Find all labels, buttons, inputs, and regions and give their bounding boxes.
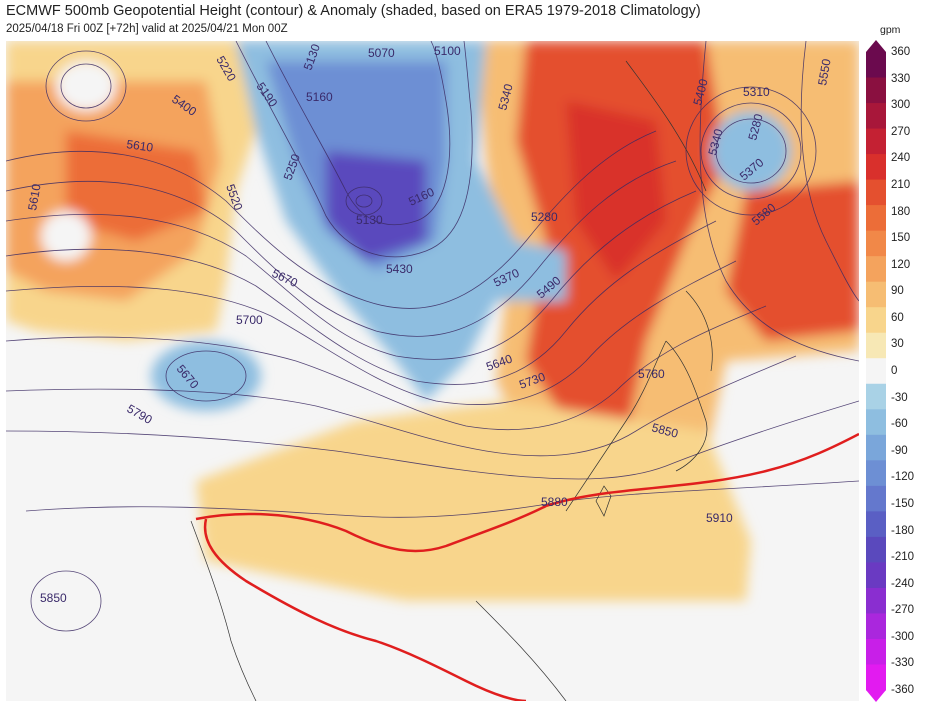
colorbar-top-arrow — [866, 40, 886, 52]
colorbar-tick-label: 270 — [891, 125, 911, 138]
colorbar-segment — [866, 536, 886, 563]
colorbar-segment — [866, 358, 886, 385]
colorbar-segment — [866, 383, 886, 410]
colorbar-tick-label: 210 — [891, 178, 911, 191]
colorbar-segment — [866, 281, 886, 308]
contour-label: 5850 — [40, 591, 67, 605]
colorbar-tick-label: -330 — [891, 657, 915, 670]
colorbar-segment — [866, 434, 886, 461]
contour-label: 5310 — [743, 85, 770, 99]
map-panel: 5070 5100 5130 5160 5220 5190 5400 5340 … — [6, 41, 859, 701]
contour-label: 5880 — [541, 495, 568, 509]
map-svg: 5070 5100 5130 5160 5220 5190 5400 5340 … — [6, 41, 859, 701]
colorbar-tick-label: 120 — [891, 258, 911, 271]
colorbar — [866, 40, 886, 702]
colorbar-segment — [866, 230, 886, 257]
colorbar-tick-label: 360 — [891, 46, 911, 58]
contour-label: 5160 — [306, 90, 333, 104]
colorbar-tick-label: 240 — [891, 152, 911, 165]
colorbar-segment — [866, 562, 886, 589]
contour-label: 5610 — [25, 182, 43, 211]
map-subtitle: 2025/04/18 Fri 00Z [+72h] valid at 2025/… — [6, 23, 288, 35]
colorbar-segment — [866, 205, 886, 232]
contour-label: 5700 — [236, 313, 263, 327]
anomaly-shading — [6, 41, 859, 601]
colorbar-tick-label: 330 — [891, 72, 911, 85]
colorbar-tick-label: 0 — [891, 365, 898, 377]
colorbar-tick-label: -30 — [891, 391, 908, 404]
contour-label: 5760 — [638, 367, 665, 381]
colorbar-segment — [866, 511, 886, 538]
contour-label: 5280 — [531, 210, 558, 224]
colorbar-segment — [866, 485, 886, 512]
cold-anomaly-central-asia — [151, 341, 261, 411]
colorbar-segment — [866, 77, 886, 104]
cold-anomaly-kamchatka — [711, 111, 791, 191]
colorbar-segment — [866, 664, 886, 691]
colorbar-tick-label: -270 — [891, 604, 915, 617]
colorbar-tick-label: -240 — [891, 577, 915, 590]
contour-label: 5430 — [386, 262, 413, 276]
colorbar-segment — [866, 460, 886, 487]
colorbar-tick-label: -300 — [891, 630, 915, 643]
colorbar-segment — [866, 256, 886, 283]
contour-label: 5100 — [434, 44, 461, 58]
cold-anomaly-nw — [56, 61, 116, 111]
colorbar-segment — [866, 307, 886, 334]
contour-label: 5130 — [356, 213, 383, 227]
colorbar-segment — [866, 613, 886, 640]
colorbar-tick-label: -60 — [891, 418, 908, 431]
colorbar-unit: gpm — [880, 24, 901, 36]
contour-label: 5070 — [368, 46, 395, 60]
colorbar-tick-label: 180 — [891, 205, 911, 218]
colorbar-bottom-arrow — [866, 690, 886, 702]
colorbar-segment — [866, 128, 886, 155]
contour-label: 5910 — [706, 511, 733, 525]
contour-label: 5340 — [705, 127, 726, 157]
colorbar-segment — [866, 179, 886, 206]
colorbar-tick-label: -120 — [891, 471, 915, 484]
contour-label: 5790 — [125, 401, 155, 427]
contour-label: 5280 — [745, 112, 766, 142]
colorbar-segment — [866, 409, 886, 436]
colorbar-segment — [866, 154, 886, 181]
neutral-tibet — [41, 211, 91, 261]
colorbar-tick-label: 90 — [891, 285, 904, 298]
ridge-5880 — [195, 432, 859, 701]
colorbar-tick-label: -180 — [891, 524, 915, 537]
colorbar-tick-label: -150 — [891, 497, 915, 510]
contour-label: 5550 — [815, 57, 833, 86]
colorbar-segment — [866, 587, 886, 614]
colorbar-tick-label: 30 — [891, 338, 904, 351]
coastlines — [190, 60, 713, 701]
colorbar-tick-label: -210 — [891, 551, 915, 564]
colorbar-tick-label: -360 — [891, 684, 915, 696]
contour-label: 5400 — [690, 77, 711, 107]
colorbar-segment — [866, 332, 886, 359]
colorbar-segment — [866, 638, 886, 665]
warm-anomaly-ne — [726, 181, 859, 341]
warm-anomaly-west-inner — [66, 131, 206, 241]
height-contours — [6, 41, 859, 632]
colorbar-tick-label: -90 — [891, 444, 908, 457]
cold-anomaly-trough-inner — [326, 151, 426, 261]
contour-label: 5340 — [495, 82, 516, 112]
contour-label: 5610 — [126, 137, 155, 155]
colorbar-segment — [866, 103, 886, 130]
colorbar-tick-label: 150 — [891, 232, 911, 245]
contour-label: 5850 — [650, 420, 680, 441]
colorbar-tick-label: 60 — [891, 311, 904, 324]
colorbar-segment — [866, 52, 886, 79]
map-title: ECMWF 500mb Geopotential Height (contour… — [6, 3, 701, 19]
colorbar-tick-label: 300 — [891, 99, 911, 112]
